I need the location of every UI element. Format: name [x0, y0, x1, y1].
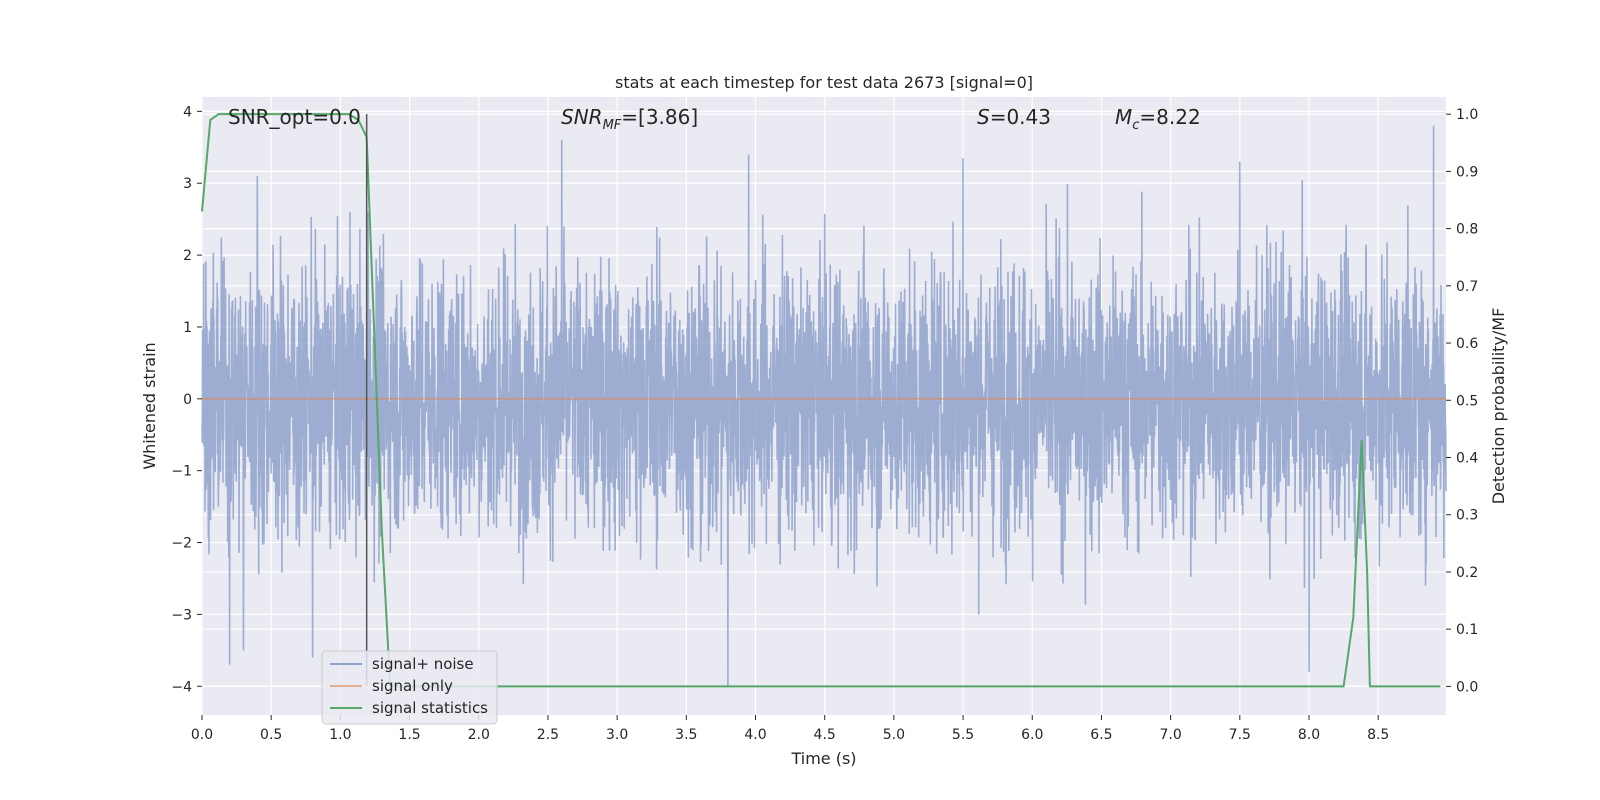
y2-tick-label: 0.5 [1456, 393, 1478, 409]
snr-mf-annotation: SNRMF=[3.86] [561, 105, 698, 133]
signal-noise-series [201, 125, 1447, 687]
y2-tick-label: 0.2 [1456, 565, 1478, 581]
y-tick-label: 1 [183, 320, 192, 336]
x-tick-label: 6.5 [1090, 727, 1112, 743]
legend: signal+ noise signal only signal statist… [321, 650, 498, 725]
x-tick-label: 4.0 [744, 727, 766, 743]
x-tick-label: 5.5 [952, 727, 974, 743]
y-tick-label: 2 [183, 248, 192, 264]
y2-tick-label: 1.0 [1456, 107, 1478, 123]
s-annotation: S=0.43 [977, 105, 1051, 129]
y-tick-label: 4 [183, 104, 192, 120]
x-tick-label: 3.0 [606, 727, 628, 743]
annotations: SNR_opt=0.0 SNRMF=[3.86] S=0.43 Mc=8.22 [228, 105, 1201, 133]
series-line-signal-statistics [201, 113, 1441, 688]
x-tick-label: 8.5 [1367, 727, 1389, 743]
y2-axis-ticks: 0.0 0.1 0.2 0.3 0.4 0.5 0.6 0.7 0.8 0.9 1.0 [1446, 107, 1478, 695]
legend-label-signal-noise: signal+ noise [372, 655, 474, 673]
y2-tick-label: 0.0 [1456, 679, 1478, 695]
y-tick-label: −1 [171, 464, 192, 480]
y2-tick-label: 0.4 [1456, 451, 1478, 467]
x-tick-label: 5.0 [883, 727, 905, 743]
x-tick-label: 7.0 [1159, 727, 1181, 743]
x-tick-label: 4.5 [814, 727, 836, 743]
signal-statistics-series [201, 113, 1441, 688]
x-tick-label: 8.0 [1298, 727, 1320, 743]
y-tick-label: −4 [171, 679, 192, 695]
y2-tick-label: 0.7 [1456, 279, 1478, 295]
x-tick-label: 1.0 [329, 727, 351, 743]
x-tick-label: 1.5 [398, 727, 420, 743]
y2-tick-label: 0.1 [1456, 622, 1478, 638]
series-line-signal-noise [201, 125, 1447, 687]
x-tick-label: 6.0 [1021, 727, 1043, 743]
x-tick-label: 2.0 [468, 727, 490, 743]
y2-tick-label: 0.6 [1456, 336, 1478, 352]
y2-tick-label: 0.3 [1456, 508, 1478, 524]
legend-box [321, 650, 498, 725]
chart-title: stats at each timestep for test data 267… [615, 73, 1033, 92]
y-axis-label: Whitened strain [140, 342, 159, 469]
y-tick-label: −3 [171, 607, 192, 623]
legend-label-signal-statistics: signal statistics [372, 699, 488, 717]
x-tick-label: 2.5 [537, 727, 559, 743]
y2-tick-label: 0.8 [1456, 222, 1478, 238]
y-tick-label: 0 [183, 392, 192, 408]
x-tick-label: 7.5 [1229, 727, 1251, 743]
x-tick-label: 0.0 [191, 727, 213, 743]
x-tick-label: 3.5 [675, 727, 697, 743]
snr-opt-annotation: SNR_opt=0.0 [228, 105, 361, 129]
y-tick-label: −2 [171, 536, 192, 552]
y-axis-ticks: −4 −3 −2 −1 0 1 2 3 4 [171, 104, 202, 695]
x-tick-label: 0.5 [260, 727, 282, 743]
legend-label-signal-only: signal only [372, 677, 453, 695]
y2-tick-label: 0.9 [1456, 164, 1478, 180]
mc-annotation: Mc=8.22 [1115, 105, 1201, 133]
x-axis-label: Time (s) [790, 749, 856, 768]
y2-axis-label: Detection probability/MF [1489, 308, 1508, 505]
x-axis-ticks: 0.0 0.5 1.0 1.5 2.0 2.5 3.0 3.5 4.0 4.5 5.0 5.5 6.0 6… [191, 715, 1389, 743]
y-tick-label: 3 [183, 176, 192, 192]
